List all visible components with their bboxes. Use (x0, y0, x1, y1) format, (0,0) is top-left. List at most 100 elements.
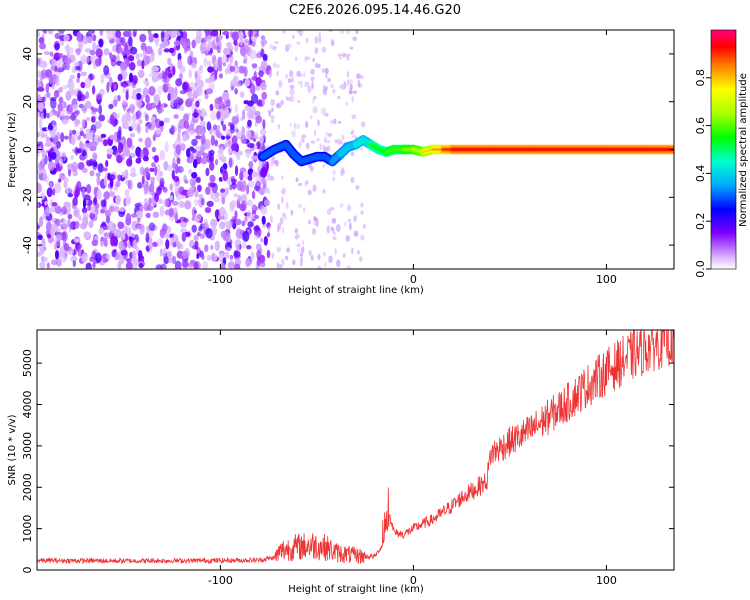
heatmap-noise-cell (117, 174, 121, 182)
heatmap-noise-cell (300, 138, 305, 143)
heatmap-noise-cell (47, 124, 54, 131)
heatmap-noise-cell (322, 146, 328, 154)
heatmap-noise-cell (271, 252, 275, 259)
heatmap-noise-cell (167, 164, 173, 172)
heatmap-noise-cell (297, 204, 303, 209)
heatmap-noise-cell (325, 139, 331, 144)
y-tick-label: 2000 (21, 473, 34, 501)
heatmap-noise-cell (278, 264, 283, 269)
heatmap-noise-cell (327, 132, 332, 138)
heatmap-noise-cell (310, 140, 316, 144)
heatmap-noise-cell (91, 205, 95, 215)
heatmap-noise-cell (81, 149, 87, 157)
x-tick-label: 100 (596, 273, 617, 286)
heatmap-noise-cell (195, 135, 202, 140)
heatmap-noise-cell (176, 157, 181, 165)
heatmap-noise-cell (46, 262, 50, 269)
heatmap-noise-cell (61, 85, 68, 90)
heatmap-noise-cell (77, 72, 81, 79)
heatmap-noise-cell (39, 42, 46, 50)
heatmap-noise-cell (304, 55, 308, 63)
heatmap-noise-cell (253, 225, 260, 232)
heatmap-noise-cell (235, 81, 242, 88)
heatmap-noise-cell (95, 44, 100, 50)
heatmap-noise-cell (231, 182, 237, 190)
heatmap-noise-cell (223, 231, 230, 242)
heatmap-noise-cell (69, 74, 76, 80)
heatmap-noise-cell (186, 148, 191, 158)
heatmap-noise-cell (163, 117, 170, 123)
heatmap-noise-cell (260, 167, 268, 178)
heatmap-noise-cell (40, 60, 48, 69)
heatmap-noise-cell (85, 91, 90, 100)
heatmap-noise-cell (59, 254, 68, 263)
heatmap-noise-cell (188, 168, 192, 175)
heatmap-noise-cell (127, 30, 132, 38)
heatmap-noise-cell (214, 240, 220, 252)
heatmap-noise-cell (77, 90, 83, 102)
heatmap-noise-cell (296, 123, 300, 130)
heatmap-noise-cell (85, 159, 90, 166)
heatmap-noise-cell (337, 95, 341, 100)
heatmap-noise-cell (192, 112, 199, 118)
heatmap-noise-cell (71, 112, 76, 122)
heatmap-noise-cell (277, 222, 282, 231)
heatmap-noise-cell (203, 57, 208, 68)
heatmap-noise-cell (201, 112, 205, 118)
heatmap-noise-cell (126, 226, 132, 238)
heatmap-noise-cell (212, 124, 218, 131)
heatmap-noise-cell (105, 215, 111, 224)
heatmap-noise-cell (254, 110, 261, 117)
heatmap-noise-cell (165, 233, 170, 240)
heatmap-noise-cell (63, 34, 70, 42)
heatmap-noise-cell (88, 220, 94, 229)
heatmap-noise-cell (225, 220, 232, 230)
heatmap-noise-cell (65, 203, 72, 214)
heatmap-noise-cell (236, 180, 244, 191)
heatmap-noise-cell (304, 180, 309, 185)
heatmap-noise-cell (96, 189, 102, 200)
heatmap-noise-cell (281, 258, 285, 264)
heatmap-noise-cell (234, 263, 241, 269)
heatmap-noise-cell (220, 54, 227, 65)
heatmap-noise-cell (313, 221, 317, 226)
snr-series-line (37, 330, 674, 565)
heatmap-noise-cell (82, 104, 88, 114)
heatmap-noise-cell (169, 183, 173, 191)
heatmap-noise-cell (312, 228, 317, 236)
heatmap-noise-cell (83, 231, 90, 239)
heatmap-noise-cell (38, 118, 43, 129)
heatmap-noise-cell (43, 51, 51, 55)
heatmap-noise-cell (122, 70, 128, 78)
heatmap-noise-cell (246, 129, 252, 140)
heatmap-noise-cell (355, 30, 359, 35)
heatmap-noise-cell (331, 217, 337, 224)
heatmap-noise-cell (251, 204, 257, 213)
heatmap-noise-cell (146, 205, 154, 211)
heatmap-noise-cell (65, 104, 73, 115)
heatmap-noise-cell (106, 32, 113, 41)
heatmap-noise-cell (298, 30, 303, 37)
heatmap-noise-cell (117, 73, 123, 82)
heatmap-noise-cell (75, 110, 81, 115)
heatmap-noise-cell (321, 68, 325, 73)
heatmap-noise-cell (125, 217, 132, 226)
heatmap-noise-cell (204, 138, 211, 150)
heatmap-noise-cell (219, 262, 226, 269)
heatmap-noise-cell (247, 30, 254, 38)
heatmap-noise-cell (353, 215, 357, 223)
heatmap-noise-cell (187, 263, 194, 268)
x-tick-label: 0 (410, 273, 417, 286)
heatmap-noise-cell (300, 246, 305, 254)
heatmap-noise-cell (89, 170, 95, 177)
heatmap-noise-cell (70, 255, 78, 263)
heatmap-noise-cell (92, 41, 97, 51)
heatmap-noise-cell (164, 141, 169, 153)
heatmap-noise-cell (224, 251, 230, 260)
heatmap-noise-cell (161, 103, 165, 109)
heatmap-noise-cell (63, 243, 70, 252)
heatmap-noise-cell (45, 83, 50, 94)
heatmap-noise-cell (260, 81, 267, 91)
heatmap-noise-cell (158, 198, 163, 204)
